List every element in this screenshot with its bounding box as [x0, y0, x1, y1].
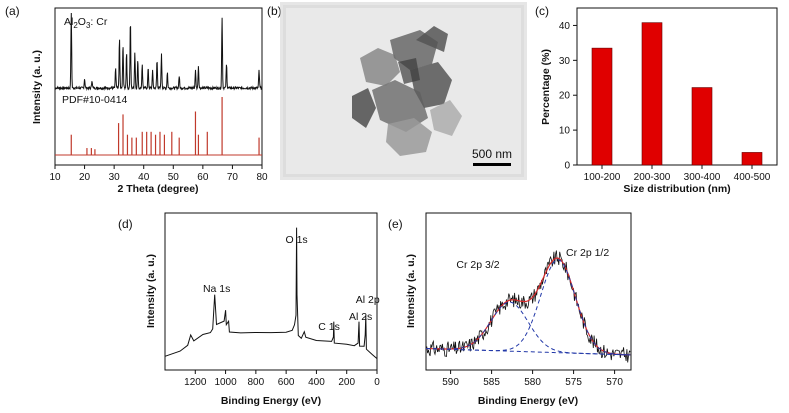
- panel-a-frame: [54, 7, 263, 166]
- panel-d-x-tick-label: 0: [374, 377, 380, 388]
- panel-d-x-tick-label: 200: [338, 377, 355, 388]
- tem-particles: [352, 26, 462, 156]
- panel-d-peak-label: Na 1s: [203, 283, 230, 295]
- panel-a-x-tick-label: 80: [256, 172, 268, 183]
- panel-e-x-tick-label: 580: [524, 377, 541, 388]
- panel-d-peak-label: Al 2p: [356, 294, 380, 306]
- panel-d-x-tick-label: 400: [308, 377, 325, 388]
- panel-a-x-tick-label: 40: [138, 172, 150, 183]
- panel-a-x-tick-label: 50: [168, 172, 180, 183]
- tem-particle: [430, 100, 462, 136]
- panel-d-lines: [164, 227, 378, 359]
- panel-d-x-tick-label: 1200: [184, 377, 207, 388]
- panel-d-series-survey: [164, 227, 378, 359]
- panel-c-y-tick-label: 20: [559, 91, 571, 102]
- panel-c: (c) 0 10 20 30 40 100-200 200-300 300-400 400-5…: [535, 4, 778, 195]
- panel-e-frame: [425, 212, 632, 371]
- panel-c-bars: 100-200 200-300 300-400 400-500: [584, 22, 771, 183]
- panel-d-x-tick-label: 800: [248, 377, 265, 388]
- panel-d: (d) 1200 1000 800 600 400 200 0 O 1s Na 1s C 1s A…: [118, 212, 380, 407]
- tem-particle: [398, 58, 420, 84]
- panel-d-peak-label: C 1s: [318, 321, 340, 333]
- panel-d-frame: [164, 212, 378, 371]
- panel-d-x-tick-label: 600: [278, 377, 295, 388]
- tem-particle: [352, 88, 376, 128]
- panel-c-bar: [591, 47, 613, 166]
- panel-e-x-tick-label: 575: [565, 377, 582, 388]
- panel-c-y-tick-label: 10: [559, 126, 571, 137]
- panel-e-peak-label: Cr 2p 3/2: [456, 259, 499, 271]
- panel-c-y-tick-label: 30: [559, 56, 571, 67]
- panel-a-letter: (a): [5, 4, 20, 18]
- panel-e-x-tick-label: 585: [483, 377, 500, 388]
- panel-a: (a) 10 20 30 40 50 60 70 80 2 Theta (degree) In…: [5, 4, 268, 195]
- panel-c-x-tick-label: 200-300: [634, 172, 671, 183]
- panel-c-frame: [576, 7, 778, 166]
- panel-a-x-tick-label: 60: [197, 172, 209, 183]
- panel-e-xlabel: Binding Energy (eV): [478, 395, 578, 407]
- panel-a-x-ticks: 10 20 30 40 50 60 70 80: [49, 165, 268, 183]
- panel-e-series-raw: [425, 250, 631, 363]
- scale-bar: [473, 163, 511, 166]
- panel-e-lines: [425, 250, 631, 363]
- panel-e-x-tick-label: 570: [606, 377, 623, 388]
- panel-d-x-ticks: 1200 1000 800 600 400 200 0: [184, 370, 380, 388]
- panel-c-y-tick-label: 0: [564, 161, 570, 172]
- panel-d-annotations: O 1s Na 1s C 1s Al 2s Al 2p: [203, 234, 380, 333]
- panel-d-peak-label: O 1s: [285, 234, 307, 246]
- panel-d-peak-label: Al 2s: [349, 311, 372, 323]
- panel-c-letter: (c): [535, 4, 549, 18]
- tem-particle: [386, 118, 432, 156]
- panel-e-letter: (e): [388, 217, 403, 231]
- panel-a-x-tick-label: 70: [227, 172, 239, 183]
- panel-c-x-tick-label: 300-400: [684, 172, 721, 183]
- panel-a-x-tick-label: 10: [49, 172, 61, 183]
- panel-e-series-background: [426, 348, 631, 356]
- panel-b-letter: (b): [267, 4, 282, 18]
- panel-c-y-ticks: 0 10 20 30 40: [559, 21, 577, 172]
- panel-a-x-tick-label: 20: [79, 172, 91, 183]
- panel-d-ylabel: Intensity (a. u.): [145, 254, 157, 328]
- panel-c-ylabel: Percentage (%): [540, 49, 552, 125]
- tem-particle: [416, 26, 448, 52]
- panel-d-xlabel: Binding Energy (eV): [221, 395, 321, 407]
- panel-c-x-tick-label: 400-500: [734, 172, 771, 183]
- panel-d-x-tick-label: 1000: [214, 377, 237, 388]
- panel-c-xlabel: Size distribution (nm): [623, 183, 730, 195]
- panel-c-bar: [691, 87, 713, 166]
- panel-c-bar: [641, 22, 663, 166]
- panel-e: (e) 590 585 580 575 570 Cr 2p 3/2 Cr 2p 1/2 B…: [388, 212, 632, 407]
- panel-a-legend-reference: PDF#10-0414: [62, 94, 128, 106]
- tem-particle: [360, 48, 400, 86]
- tem-image-vignette: [280, 2, 527, 180]
- panel-e-annotations: Cr 2p 3/2 Cr 2p 1/2: [456, 247, 609, 271]
- panel-e-x-ticks: 590 585 580 575 570: [442, 370, 623, 388]
- panel-a-xlabel: 2 Theta (degree): [117, 183, 198, 195]
- panel-c-x-tick-label: 100-200: [584, 172, 621, 183]
- panel-a-x-tick-label: 30: [109, 172, 121, 183]
- panel-c-bar: [741, 152, 763, 166]
- panel-a-legend-sample: Al2O3: Cr: [64, 16, 108, 30]
- panel-a-lines: [54, 12, 263, 156]
- tem-particle: [410, 62, 452, 108]
- panel-c-y-tick-label: 40: [559, 21, 571, 32]
- panel-e-series-component-3-2: [426, 301, 631, 356]
- panel-a-ylabel: Intensity (a. u.): [31, 50, 43, 124]
- panel-e-ylabel: Intensity (a. u.): [405, 254, 417, 328]
- panel-e-series-fit: [426, 257, 631, 356]
- scale-bar-label: 500 nm: [472, 147, 512, 161]
- panel-e-x-tick-label: 590: [442, 377, 459, 388]
- panel-b: (b) 500 nm: [267, 2, 527, 180]
- panel-d-letter: (d): [118, 217, 133, 231]
- panel-a-series-sample: [54, 12, 263, 92]
- panel-e-peak-label: Cr 2p 1/2: [566, 247, 609, 259]
